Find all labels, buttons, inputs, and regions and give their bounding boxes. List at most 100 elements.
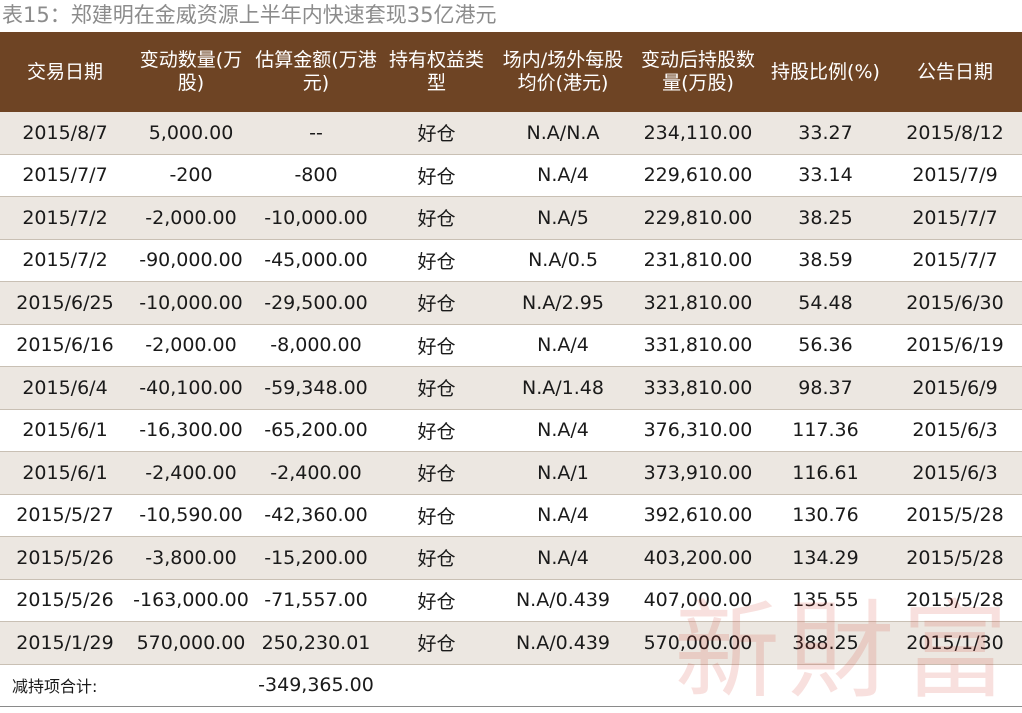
announcement-date-cell: 2015/7/7: [888, 196, 1022, 240]
estimated-amount-cell: -71,557.00: [252, 579, 380, 622]
announcement-date-cell: 2015/6/9: [888, 366, 1022, 410]
holding-ratio-cell: 33.14: [763, 154, 888, 197]
announcement-date-cell: 2015/8/12: [888, 112, 1022, 155]
average-price-cell: N.A/4: [493, 494, 633, 537]
estimated-amount-cell: -10,000.00: [252, 196, 380, 240]
estimated-amount-cell: -800: [252, 154, 380, 197]
column-header: 持股比例(%): [763, 32, 888, 112]
holding-after-cell: 321,810.00: [633, 281, 763, 325]
trade-date-cell: 2015/7/2: [0, 239, 130, 282]
estimated-amount-cell: -29,500.00: [252, 281, 380, 325]
empty-cell: [380, 664, 493, 707]
trade-date-cell: 2015/6/16: [0, 324, 130, 367]
holding-ratio-cell: 117.36: [763, 409, 888, 452]
estimated-amount-cell: -65,200.00: [252, 409, 380, 452]
average-price-cell: N.A/0.5: [493, 239, 633, 282]
interest-type-cell: 好仓: [380, 621, 493, 665]
announcement-date-cell: 2015/5/28: [888, 494, 1022, 537]
announcement-date-cell: 2015/6/3: [888, 409, 1022, 452]
announcement-date-cell: 2015/6/3: [888, 451, 1022, 495]
holding-after-cell: 229,810.00: [633, 196, 763, 240]
estimated-amount-cell: -8,000.00: [252, 324, 380, 367]
change-quantity-cell: -16,300.00: [130, 409, 252, 452]
estimated-amount-cell: -15,200.00: [252, 536, 380, 580]
header-row: 交易日期 变动数量(万股) 估算金额(万港元) 持有权益类型 场内/场外每股均价…: [0, 32, 1022, 112]
trade-date-cell: 2015/1/29: [0, 621, 130, 665]
change-quantity-cell: -3,800.00: [130, 536, 252, 580]
announcement-date-cell: 2015/7/9: [888, 154, 1022, 197]
change-quantity-cell: 570,000.00: [130, 621, 252, 665]
announcement-date-cell: 2015/1/30: [888, 621, 1022, 665]
trade-date-cell: 2015/5/26: [0, 579, 130, 622]
holding-after-cell: 376,310.00: [633, 409, 763, 452]
total-label: 减持项合计:: [0, 664, 252, 707]
holding-after-cell: 234,110.00: [633, 112, 763, 155]
table-body: 2015/8/7 5,000.00 -- 好仓 N.A/N.A 234,110.00 33.…: [0, 112, 1022, 707]
estimated-amount-cell: -2,400.00: [252, 451, 380, 495]
holding-after-cell: 373,910.00: [633, 451, 763, 495]
interest-type-cell: 好仓: [380, 366, 493, 410]
average-price-cell: N.A/1: [493, 451, 633, 495]
holding-after-cell: 570,000.00: [633, 621, 763, 665]
average-price-cell: N.A/4: [493, 536, 633, 580]
table-row: 2015/8/7 5,000.00 -- 好仓 N.A/N.A 234,110.00 33.…: [0, 112, 1022, 155]
announcement-date-cell: 2015/5/28: [888, 579, 1022, 622]
table-row: 2015/5/27 -10,590.00 -42,360.00 好仓 N.A/4 392,…: [0, 494, 1022, 537]
column-header: 变动数量(万股): [130, 32, 252, 112]
empty-cell: [633, 664, 763, 707]
announcement-date-cell: 2015/7/7: [888, 239, 1022, 282]
change-quantity-cell: -163,000.00: [130, 579, 252, 622]
trade-date-cell: 2015/5/26: [0, 536, 130, 580]
trade-date-cell: 2015/6/25: [0, 281, 130, 325]
empty-cell: [493, 664, 633, 707]
average-price-cell: N.A/4: [493, 154, 633, 197]
holding-after-cell: 231,810.00: [633, 239, 763, 282]
trade-date-cell: 2015/6/1: [0, 451, 130, 495]
interest-type-cell: 好仓: [380, 196, 493, 240]
table-row: 2015/6/4 -40,100.00 -59,348.00 好仓 N.A/1.48 33…: [0, 366, 1022, 410]
change-quantity-cell: -2,000.00: [130, 196, 252, 240]
holding-ratio-cell: 38.59: [763, 239, 888, 282]
interest-type-cell: 好仓: [380, 239, 493, 282]
average-price-cell: N.A/4: [493, 324, 633, 367]
column-header: 公告日期: [888, 32, 1022, 112]
change-quantity-cell: 5,000.00: [130, 112, 252, 155]
change-quantity-cell: -10,000.00: [130, 281, 252, 325]
holding-after-cell: 403,200.00: [633, 536, 763, 580]
interest-type-cell: 好仓: [380, 324, 493, 367]
table-row: 2015/6/1 -2,400.00 -2,400.00 好仓 N.A/1 373,910…: [0, 451, 1022, 495]
holding-ratio-cell: 388.25: [763, 621, 888, 665]
average-price-cell: N.A/0.439: [493, 621, 633, 665]
average-price-cell: N.A/4: [493, 409, 633, 452]
change-quantity-cell: -2,400.00: [130, 451, 252, 495]
trade-date-cell: 2015/6/1: [0, 409, 130, 452]
estimated-amount-cell: --: [252, 112, 380, 155]
average-price-cell: N.A/2.95: [493, 281, 633, 325]
interest-type-cell: 好仓: [380, 494, 493, 537]
table-row: 2015/7/2 -90,000.00 -45,000.00 好仓 N.A/0.5 231…: [0, 239, 1022, 282]
average-price-cell: N.A/1.48: [493, 366, 633, 410]
holding-ratio-cell: 135.55: [763, 579, 888, 622]
trade-date-cell: 2015/5/27: [0, 494, 130, 537]
holding-ratio-cell: 33.27: [763, 112, 888, 155]
holding-after-cell: 407,000.00: [633, 579, 763, 622]
change-quantity-cell: -90,000.00: [130, 239, 252, 282]
table-row: 2015/6/25 -10,000.00 -29,500.00 好仓 N.A/2.95 3…: [0, 281, 1022, 325]
change-quantity-cell: -40,100.00: [130, 366, 252, 410]
interest-type-cell: 好仓: [380, 451, 493, 495]
interest-type-cell: 好仓: [380, 579, 493, 622]
table-caption: 表15：郑建明在金威资源上半年内快速套现35亿港元: [2, 3, 497, 27]
table-row: 2015/6/1 -16,300.00 -65,200.00 好仓 N.A/4 376,3…: [0, 409, 1022, 452]
table-row: 2015/7/2 -2,000.00 -10,000.00 好仓 N.A/5 229,81…: [0, 196, 1022, 240]
average-price-cell: N.A/0.439: [493, 579, 633, 622]
holding-ratio-cell: 116.61: [763, 451, 888, 495]
table-row: 2015/6/16 -2,000.00 -8,000.00 好仓 N.A/4 331,81…: [0, 324, 1022, 367]
column-header: 持有权益类型: [380, 32, 493, 112]
interest-type-cell: 好仓: [380, 536, 493, 580]
announcement-date-cell: 2015/6/30: [888, 281, 1022, 325]
interest-type-cell: 好仓: [380, 154, 493, 197]
estimated-amount-cell: -59,348.00: [252, 366, 380, 410]
change-quantity-cell: -200: [130, 154, 252, 197]
trade-date-cell: 2015/7/2: [0, 196, 130, 240]
column-header: 交易日期: [0, 32, 130, 112]
